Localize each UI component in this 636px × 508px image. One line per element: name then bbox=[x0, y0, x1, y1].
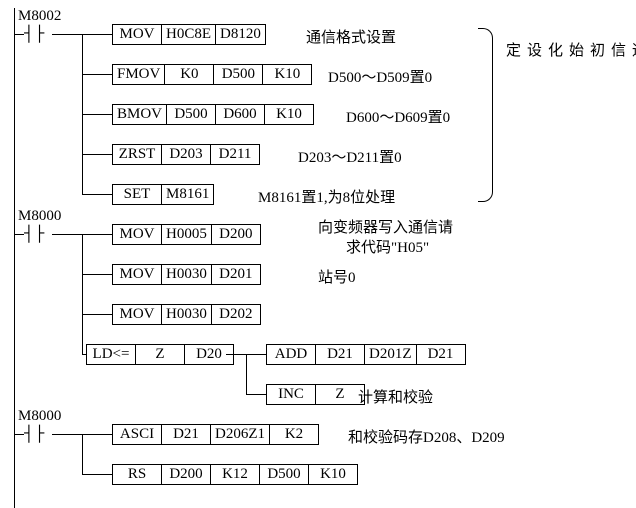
instr-row-1: MOV H0C8E D8120 bbox=[112, 24, 266, 45]
op: INC bbox=[266, 384, 316, 405]
op: H0C8E bbox=[161, 24, 216, 45]
op: H0005 bbox=[161, 224, 212, 245]
op: K12 bbox=[210, 464, 260, 485]
instr-row-9c: INC Z bbox=[266, 384, 365, 405]
comment-r9c: 计算和校验 bbox=[358, 386, 433, 407]
op: MOV bbox=[112, 24, 162, 45]
op: K10 bbox=[308, 464, 358, 485]
op: ADD bbox=[266, 344, 316, 365]
op: K10 bbox=[262, 64, 312, 85]
brace-init bbox=[478, 28, 493, 202]
op: D202 bbox=[211, 304, 261, 325]
instr-row-9b: ADD D21 D201Z D21 bbox=[266, 344, 466, 365]
op: ZRST bbox=[112, 144, 162, 165]
instr-row-7: MOV H0030 D201 bbox=[112, 264, 261, 285]
contact-m8002: ┤├ bbox=[24, 25, 45, 43]
op: D500 bbox=[166, 104, 216, 125]
contact-m8000-2: ┤├ bbox=[24, 425, 45, 443]
op: D201Z bbox=[364, 344, 417, 365]
comment-twoLine1: 向变频器写入通信请 bbox=[318, 216, 453, 237]
comment-r4: D203～D211置0 bbox=[298, 146, 402, 167]
op: LD<= bbox=[86, 344, 136, 365]
op: K0 bbox=[164, 64, 214, 85]
instr-row-5: SET M8161 bbox=[112, 184, 214, 205]
op: D201 bbox=[211, 264, 261, 285]
op: K10 bbox=[264, 104, 314, 125]
comment-r7: 站号0 bbox=[318, 266, 356, 287]
op: MOV bbox=[112, 304, 162, 325]
op: M8161 bbox=[161, 184, 214, 205]
op: D500 bbox=[213, 64, 263, 85]
op: ASCI bbox=[112, 424, 162, 445]
op: D21 bbox=[315, 344, 365, 365]
contact-m8000-2-label: M8000 bbox=[18, 408, 61, 425]
op: H0030 bbox=[161, 304, 212, 325]
op: D600 bbox=[215, 104, 265, 125]
op: MOV bbox=[112, 264, 162, 285]
instr-row-8: MOV H0030 D202 bbox=[112, 304, 261, 325]
op: D500 bbox=[259, 464, 309, 485]
contact-m8000-1: ┤├ bbox=[24, 225, 45, 243]
instr-row-11: RS D200 K12 D500 K10 bbox=[112, 464, 358, 485]
comment-r2: D500～D509置0 bbox=[328, 66, 432, 87]
op: D21 bbox=[416, 344, 466, 365]
instr-row-10: ASCI D21 D206Z1 K2 bbox=[112, 424, 319, 445]
op: H0030 bbox=[161, 264, 212, 285]
op: D206Z1 bbox=[210, 424, 270, 445]
instr-row-9a: LD<= Z D20 bbox=[86, 344, 234, 365]
comment-r3: D600～D609置0 bbox=[346, 106, 450, 127]
comment-r10: 和校验码存D208、D209 bbox=[348, 426, 505, 447]
op: FMOV bbox=[112, 64, 165, 85]
instr-row-6: MOV H0005 D200 bbox=[112, 224, 261, 245]
comment-twoLine2: 求代码"H05" bbox=[346, 236, 429, 257]
op: D203 bbox=[161, 144, 211, 165]
instr-row-2: FMOV K0 D500 K10 bbox=[112, 64, 312, 85]
contact-m8002-label: M8002 bbox=[18, 8, 61, 25]
op: D21 bbox=[161, 424, 211, 445]
side-label-init: 通信初始化设定 bbox=[502, 42, 636, 58]
comment-r1: 通信格式设置 bbox=[306, 26, 396, 47]
op: D200 bbox=[161, 464, 211, 485]
op: SET bbox=[112, 184, 162, 205]
op: D211 bbox=[210, 144, 260, 165]
op: BMOV bbox=[112, 104, 167, 125]
instr-row-4: ZRST D203 D211 bbox=[112, 144, 260, 165]
comment-r5: M8161置1,为8位处理 bbox=[258, 186, 395, 207]
op: D8120 bbox=[215, 24, 266, 45]
op: Z bbox=[135, 344, 185, 365]
contact-m8000-1-label: M8000 bbox=[18, 208, 61, 225]
instr-row-3: BMOV D500 D600 K10 bbox=[112, 104, 314, 125]
op: K2 bbox=[269, 424, 319, 445]
op: D200 bbox=[211, 224, 261, 245]
op: MOV bbox=[112, 224, 162, 245]
op: RS bbox=[112, 464, 162, 485]
